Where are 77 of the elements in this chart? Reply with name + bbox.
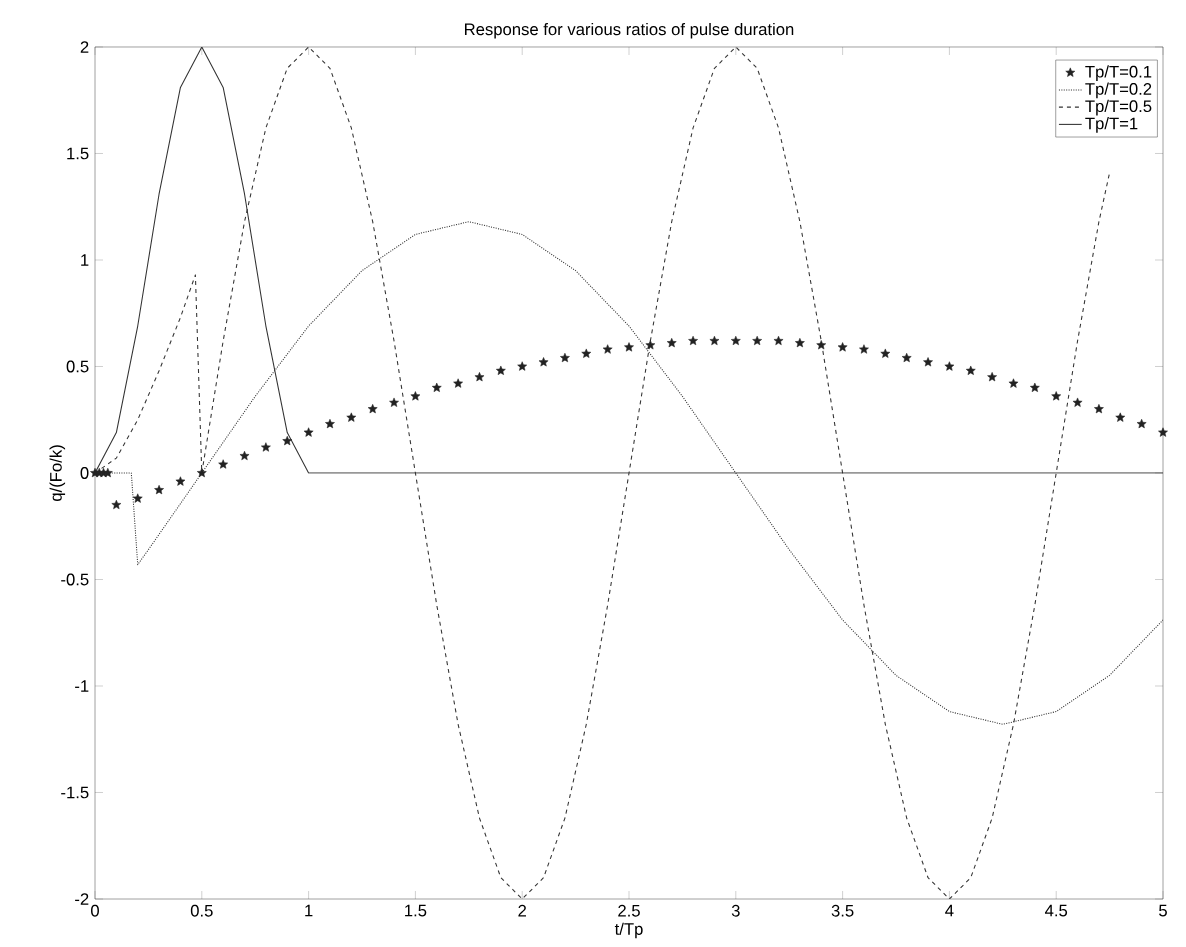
point: [880, 348, 891, 358]
y-axis-title: q/(Fo/k): [49, 445, 66, 502]
point: [410, 391, 421, 401]
legend-label: Tp/T=0.5: [1085, 99, 1152, 116]
point: [538, 357, 549, 367]
point: [602, 344, 613, 354]
point: [111, 499, 122, 510]
point: [1051, 391, 1062, 401]
point: [624, 342, 634, 352]
x-tick-label: 2: [518, 904, 526, 917]
point: [453, 378, 463, 388]
chart-title: Response for various ratios of pulse duration: [464, 22, 794, 39]
x-tick-label: 5: [1159, 904, 1167, 917]
y-tick-label: -2: [75, 893, 89, 905]
point: [132, 493, 143, 503]
x-axis-title: t/Tp: [614, 922, 643, 939]
point: [517, 361, 528, 371]
point: [474, 372, 485, 382]
point: [987, 372, 997, 382]
point: [965, 365, 976, 375]
y-tick-label: 1.5: [67, 147, 89, 160]
x-tick-label: 0: [91, 904, 99, 917]
y-tick-label: -1: [75, 680, 89, 692]
point: [709, 335, 720, 346]
point: [923, 357, 933, 367]
point: [239, 450, 250, 461]
y-tick-label: 2: [80, 41, 89, 53]
point: [944, 361, 955, 371]
point: [859, 344, 869, 354]
point: [837, 342, 848, 352]
x-tick-label: 0.5: [190, 904, 213, 917]
point: [346, 412, 357, 422]
point: [282, 435, 293, 446]
y-tick-label: 0: [80, 467, 89, 479]
point: [560, 352, 570, 363]
point: [816, 340, 827, 350]
x-tick-label: 3.5: [831, 904, 854, 917]
y-tick-label: -0.5: [61, 573, 89, 586]
point: [1158, 427, 1168, 437]
point: [645, 340, 656, 350]
point: [666, 338, 677, 348]
x-tick-label: 2.5: [618, 904, 640, 917]
point: [1136, 418, 1147, 429]
y-tick-label: 0.5: [66, 360, 89, 373]
point: [431, 382, 442, 392]
point: [325, 418, 335, 429]
point: [154, 484, 164, 495]
point: [1115, 412, 1126, 422]
x-tick-label: 4: [945, 904, 954, 917]
point: [581, 348, 592, 358]
legend-label: Tp/T=0.2: [1085, 82, 1152, 99]
point: [1072, 397, 1083, 407]
point: [773, 335, 784, 346]
point: [389, 397, 399, 407]
point: [1094, 404, 1104, 414]
y-tick-label: 1: [81, 254, 89, 266]
point: [1030, 382, 1040, 392]
legend-label: Tp/T=0.1: [1085, 65, 1152, 81]
point: [795, 338, 805, 348]
point: [367, 404, 378, 414]
point: [730, 335, 741, 346]
point: [688, 335, 698, 346]
point: [303, 427, 314, 437]
point: [1008, 378, 1019, 388]
x-tick-label: 3: [731, 904, 740, 917]
x-tick-label: 1: [305, 904, 313, 917]
point: [752, 335, 762, 346]
point: [261, 442, 271, 452]
point: [175, 476, 186, 486]
legend-label: Tp/T=1: [1085, 117, 1138, 133]
point: [196, 467, 207, 478]
point: [496, 365, 506, 375]
point: [901, 352, 912, 363]
y-tick-label: -1.5: [61, 786, 89, 799]
x-tick-label: 4.5: [1044, 904, 1068, 917]
x-tick-label: 1.5: [405, 904, 427, 917]
point: [218, 459, 228, 469]
